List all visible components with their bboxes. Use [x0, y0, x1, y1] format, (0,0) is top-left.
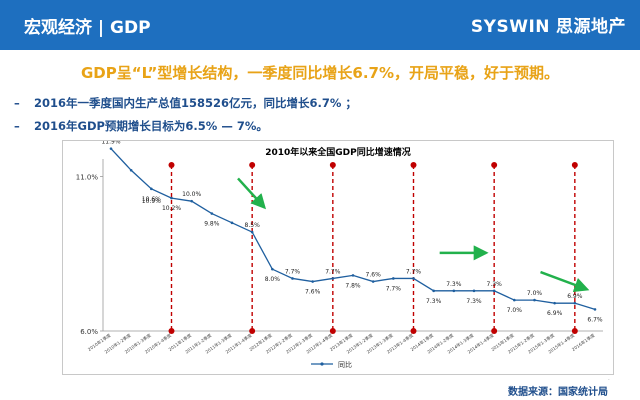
legend-label: 同比: [338, 360, 352, 369]
header-bar: 宏观经济 | GDP SYSWIN 思源地产: [0, 0, 640, 50]
data-point: [210, 212, 214, 215]
year-divider-top-dot: [168, 162, 175, 168]
data-label: 8.0%: [265, 276, 281, 283]
bullet-dash: –: [14, 119, 20, 133]
trend-arrow: [540, 270, 590, 293]
data-label: 6.7%: [587, 316, 603, 323]
data-label: 7.7%: [386, 285, 402, 292]
data-label: 6.9%: [567, 293, 583, 300]
company-logo: SYSWIN 思源地产: [471, 12, 626, 37]
year-divider-top-dot: [491, 162, 498, 168]
gdp-chart: 2010年以来全国GDP同比增速情况 11.0% 6.0% 11.9% 10.6% 10.…: [62, 139, 614, 375]
bullet-item: –2016年GDP预期增长目标为6.5% — 7%。: [14, 118, 268, 134]
data-label: 7.7%: [285, 268, 301, 275]
chart-svg: 2010年以来全国GDP同比增速情况11.0%6.0%11.9%10.6%10.…: [76, 139, 603, 369]
year-divider-bottom-dot: [571, 328, 578, 334]
data-point: [129, 168, 133, 172]
data-point: [432, 289, 435, 293]
data-point: [271, 267, 274, 271]
data-point: [412, 277, 415, 280]
headline: GDP呈“L”型增长结构，一季度同比增长6.7%，开局平稳，好于预期。: [80, 64, 560, 82]
data-point: [331, 277, 335, 280]
data-point: [150, 187, 153, 191]
data-point: [190, 199, 193, 203]
data-label: 7.8%: [345, 282, 361, 289]
section-title: 宏观经济 | GDP: [24, 18, 151, 38]
year-divider-bottom-dot: [410, 328, 417, 334]
data-point: [311, 280, 314, 283]
data-point: [472, 289, 476, 293]
page-number-mark: ·: [607, 376, 610, 384]
year-divider-top-dot: [410, 162, 417, 168]
year-divider-top-dot: [329, 162, 336, 168]
bullet-text: 2016年一季度国内生产总值158526亿元，同比增长6.7% ；: [34, 96, 357, 110]
data-label: 9.8%: [204, 221, 220, 228]
data-label: 10.0%: [182, 191, 201, 198]
logo-latin: SYSWIN: [470, 17, 550, 37]
data-label: 10.9%: [142, 198, 161, 205]
data-label: 7.7%: [325, 268, 341, 275]
data-label: 7.0%: [507, 307, 523, 314]
legend-marker: [320, 362, 324, 366]
data-label: 11.9%: [101, 141, 120, 146]
chart-title: 2010年以来全国GDP同比增速情况: [265, 146, 411, 158]
data-point: [573, 301, 577, 305]
data-point: [170, 196, 173, 200]
data-point: [351, 274, 355, 277]
x-tick-label: 2016年1季度: [570, 332, 596, 353]
data-point: [109, 147, 113, 150]
bullet-dash: –: [14, 96, 20, 110]
data-label: 7.6%: [305, 289, 321, 296]
data-point: [513, 298, 516, 302]
data-label: 8.5%: [245, 222, 261, 229]
data-label: 10.6%: [142, 196, 161, 203]
logo-cn: 思源地产: [556, 17, 626, 37]
year-divider-top-dot: [571, 162, 578, 168]
data-label: 10.2%: [162, 205, 181, 212]
data-point: [593, 308, 597, 311]
data-label: 7.0%: [527, 290, 543, 297]
data-label: 7.3%: [446, 281, 462, 288]
data-point: [230, 221, 234, 225]
bullet-item: –2016年一季度国内生产总值158526亿元，同比增长6.7% ；: [14, 95, 357, 111]
data-label: 7.3%: [466, 298, 482, 305]
year-divider-bottom-dot: [491, 328, 498, 334]
data-point: [452, 289, 456, 293]
y-tick-label: 11.0%: [76, 173, 99, 181]
year-divider-bottom-dot: [329, 328, 336, 334]
data-label: 7.7%: [406, 268, 422, 275]
data-label: 6.9%: [547, 310, 563, 317]
data-source: 数据来源：国家统计局: [508, 387, 608, 398]
data-point: [392, 277, 395, 280]
bullet-text: 2016年GDP预期增长目标为6.5% — 7%。: [34, 119, 268, 133]
data-point: [250, 230, 254, 234]
data-label: 7.3%: [487, 281, 503, 288]
data-point: [492, 289, 496, 293]
year-divider-bottom-dot: [168, 328, 175, 334]
year-divider-top-dot: [249, 162, 256, 168]
data-point: [371, 280, 375, 283]
y-tick-label: 6.0%: [80, 328, 98, 336]
data-point: [553, 301, 556, 305]
trend-arrow: [237, 177, 267, 210]
data-point: [291, 277, 294, 280]
data-label: 7.3%: [426, 298, 442, 305]
data-point: [533, 298, 536, 302]
data-label: 7.6%: [366, 272, 382, 279]
year-divider-bottom-dot: [249, 328, 256, 334]
